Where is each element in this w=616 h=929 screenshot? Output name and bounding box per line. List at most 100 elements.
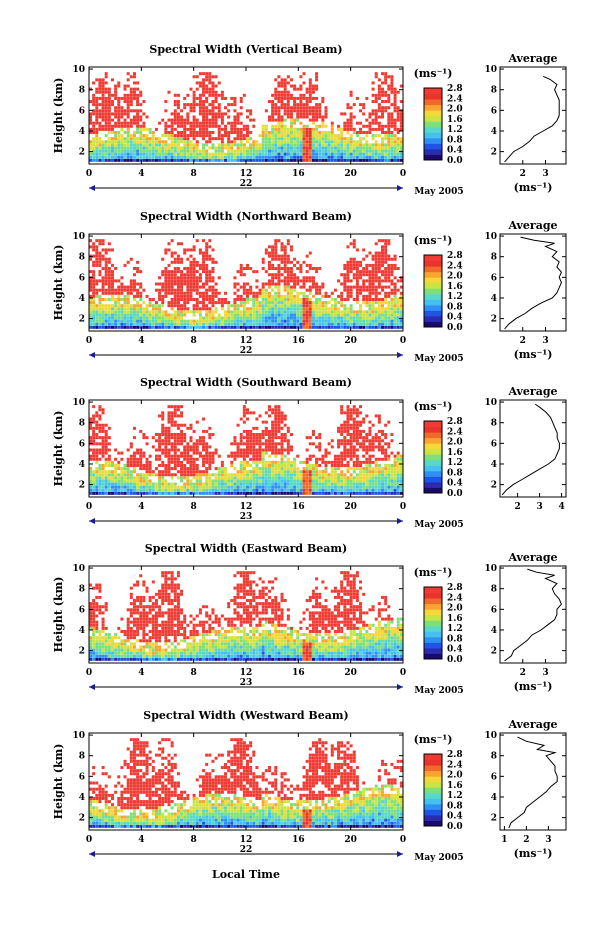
y-axis-label: Height (km) bbox=[52, 411, 65, 487]
colorbar-tick-label: 2.0 bbox=[447, 105, 463, 115]
colorbar-frame bbox=[423, 87, 443, 161]
date-arrow-left bbox=[89, 352, 95, 358]
x-tick-label: 0 bbox=[400, 336, 406, 346]
date-arrow-right bbox=[397, 684, 403, 690]
colorbar-segment bbox=[424, 454, 442, 461]
colorbar-segment bbox=[424, 277, 442, 284]
colorbar-tick-label: 2.8 bbox=[447, 84, 463, 94]
colorbar-segment bbox=[424, 93, 442, 100]
colorbar-unit: (ms⁻¹) bbox=[414, 67, 453, 80]
colorbar-segment bbox=[424, 443, 442, 450]
profile-x-tick-label: 4 bbox=[558, 502, 564, 512]
profile-line bbox=[504, 75, 560, 163]
profile-y-tick-label: 2 bbox=[491, 814, 497, 824]
colorbar-tick-label: 2.0 bbox=[447, 771, 463, 781]
y-tick-label: 4 bbox=[79, 460, 85, 470]
colorbar-segment bbox=[424, 437, 442, 444]
profile-x-tick-label: 3 bbox=[542, 169, 548, 179]
date-arrow-left bbox=[89, 684, 95, 690]
colorbar-segment bbox=[424, 132, 442, 139]
y-tick-label: 6 bbox=[79, 605, 85, 615]
colorbar-tick-label: 0.8 bbox=[447, 634, 463, 644]
profile-y-tick-label: 2 bbox=[491, 315, 497, 325]
profile-y-tick-label: 4 bbox=[491, 460, 497, 470]
colorbar-frame bbox=[423, 586, 443, 660]
y-tick-label: 2 bbox=[79, 481, 85, 491]
colorbar-segment bbox=[424, 143, 442, 150]
profile-frame bbox=[499, 66, 567, 165]
x-tick-label: 0 bbox=[400, 169, 406, 179]
colorbar-segment bbox=[424, 459, 442, 466]
profile-y-tick-label: 10 bbox=[484, 232, 497, 242]
chart-panel-3: Spectral Width (Southward Beam) 2 4 6 8 10 0 4 8… bbox=[52, 376, 567, 530]
y-tick-label: 2 bbox=[79, 647, 85, 657]
colorbar-segment bbox=[424, 260, 442, 267]
colorbar-segment bbox=[424, 421, 442, 428]
colorbar-segment bbox=[424, 754, 442, 761]
profile-y-tick-label: 8 bbox=[491, 86, 497, 96]
colorbar-tick-label: 1.6 bbox=[447, 448, 463, 458]
y-tick-label: 10 bbox=[72, 731, 85, 741]
profile-x-tick-label: 3 bbox=[542, 668, 548, 678]
y-tick-label: 6 bbox=[79, 273, 85, 283]
profile-x-axis-label: (ms⁻¹) bbox=[514, 680, 553, 693]
colorbar-tick-label: 0.8 bbox=[447, 135, 463, 145]
y-tick-label: 6 bbox=[79, 106, 85, 116]
profile-x-tick-label: 2 bbox=[514, 502, 520, 512]
colorbar-segment bbox=[424, 647, 442, 654]
colorbar-segment bbox=[424, 603, 442, 610]
colorbar-tick-label: 0.4 bbox=[447, 313, 463, 323]
x-tick-label: 16 bbox=[292, 502, 305, 512]
y-tick-label: 10 bbox=[72, 65, 85, 75]
x-tick-label: 12 bbox=[240, 668, 253, 678]
date-arrow-left bbox=[89, 518, 95, 524]
colorbar-segment bbox=[424, 121, 442, 128]
colorbar-tick-label: 2.4 bbox=[447, 261, 463, 271]
colorbar-segment bbox=[424, 154, 442, 161]
x-tick-label: 20 bbox=[344, 668, 357, 678]
profile-frame bbox=[499, 565, 567, 664]
profile-x-tick-label: 3 bbox=[536, 502, 542, 512]
colorbar-segment bbox=[424, 315, 442, 322]
month-label: May 2005 bbox=[414, 853, 463, 863]
colorbar-tick-label: 0.4 bbox=[447, 812, 463, 822]
y-tick-label: 10 bbox=[72, 398, 85, 408]
colorbar-unit: (ms⁻¹) bbox=[414, 566, 453, 579]
colorbar-tick-label: 0.0 bbox=[447, 489, 463, 499]
colorbar-tick-label: 2.0 bbox=[447, 438, 463, 448]
colorbar-segment bbox=[424, 587, 442, 594]
chart-panel-4: Spectral Width (Eastward Beam) 2 4 6 8 10 0 4 8 1… bbox=[52, 542, 567, 696]
profile-x-tick-label: 2 bbox=[520, 336, 526, 346]
date-label: 22 bbox=[240, 179, 253, 189]
x-tick-label: 0 bbox=[400, 668, 406, 678]
colorbar-segment bbox=[424, 310, 442, 317]
colorbar-segment bbox=[424, 104, 442, 111]
x-tick-label: 8 bbox=[191, 668, 197, 678]
colorbar-segment bbox=[424, 759, 442, 766]
profile-y-tick-label: 4 bbox=[491, 626, 497, 636]
colorbar-segment bbox=[424, 765, 442, 772]
colorbar-segment bbox=[424, 636, 442, 643]
colorbar-segment bbox=[424, 148, 442, 155]
colorbar-segment bbox=[424, 653, 442, 660]
x-tick-label: 16 bbox=[292, 835, 305, 845]
x-tick-label: 0 bbox=[86, 502, 92, 512]
y-tick-label: 10 bbox=[72, 564, 85, 574]
x-tick-label: 20 bbox=[344, 336, 357, 346]
colorbar-segment bbox=[424, 481, 442, 488]
y-tick-label: 2 bbox=[79, 315, 85, 325]
date-label: 23 bbox=[240, 512, 253, 522]
date-label: 22 bbox=[240, 346, 253, 356]
profile-x-axis-label: (ms⁻¹) bbox=[514, 847, 553, 860]
colorbar-segment bbox=[424, 88, 442, 95]
y-tick-label: 4 bbox=[79, 294, 85, 304]
colorbar-segment bbox=[424, 781, 442, 788]
x-tick-label: 12 bbox=[240, 169, 253, 179]
profile-y-tick-label: 4 bbox=[491, 793, 497, 803]
colorbar-tick-label: 0.8 bbox=[447, 801, 463, 811]
colorbar-segment bbox=[424, 487, 442, 494]
y-tick-label: 8 bbox=[79, 585, 85, 595]
y-axis-label: Height (km) bbox=[52, 78, 65, 154]
